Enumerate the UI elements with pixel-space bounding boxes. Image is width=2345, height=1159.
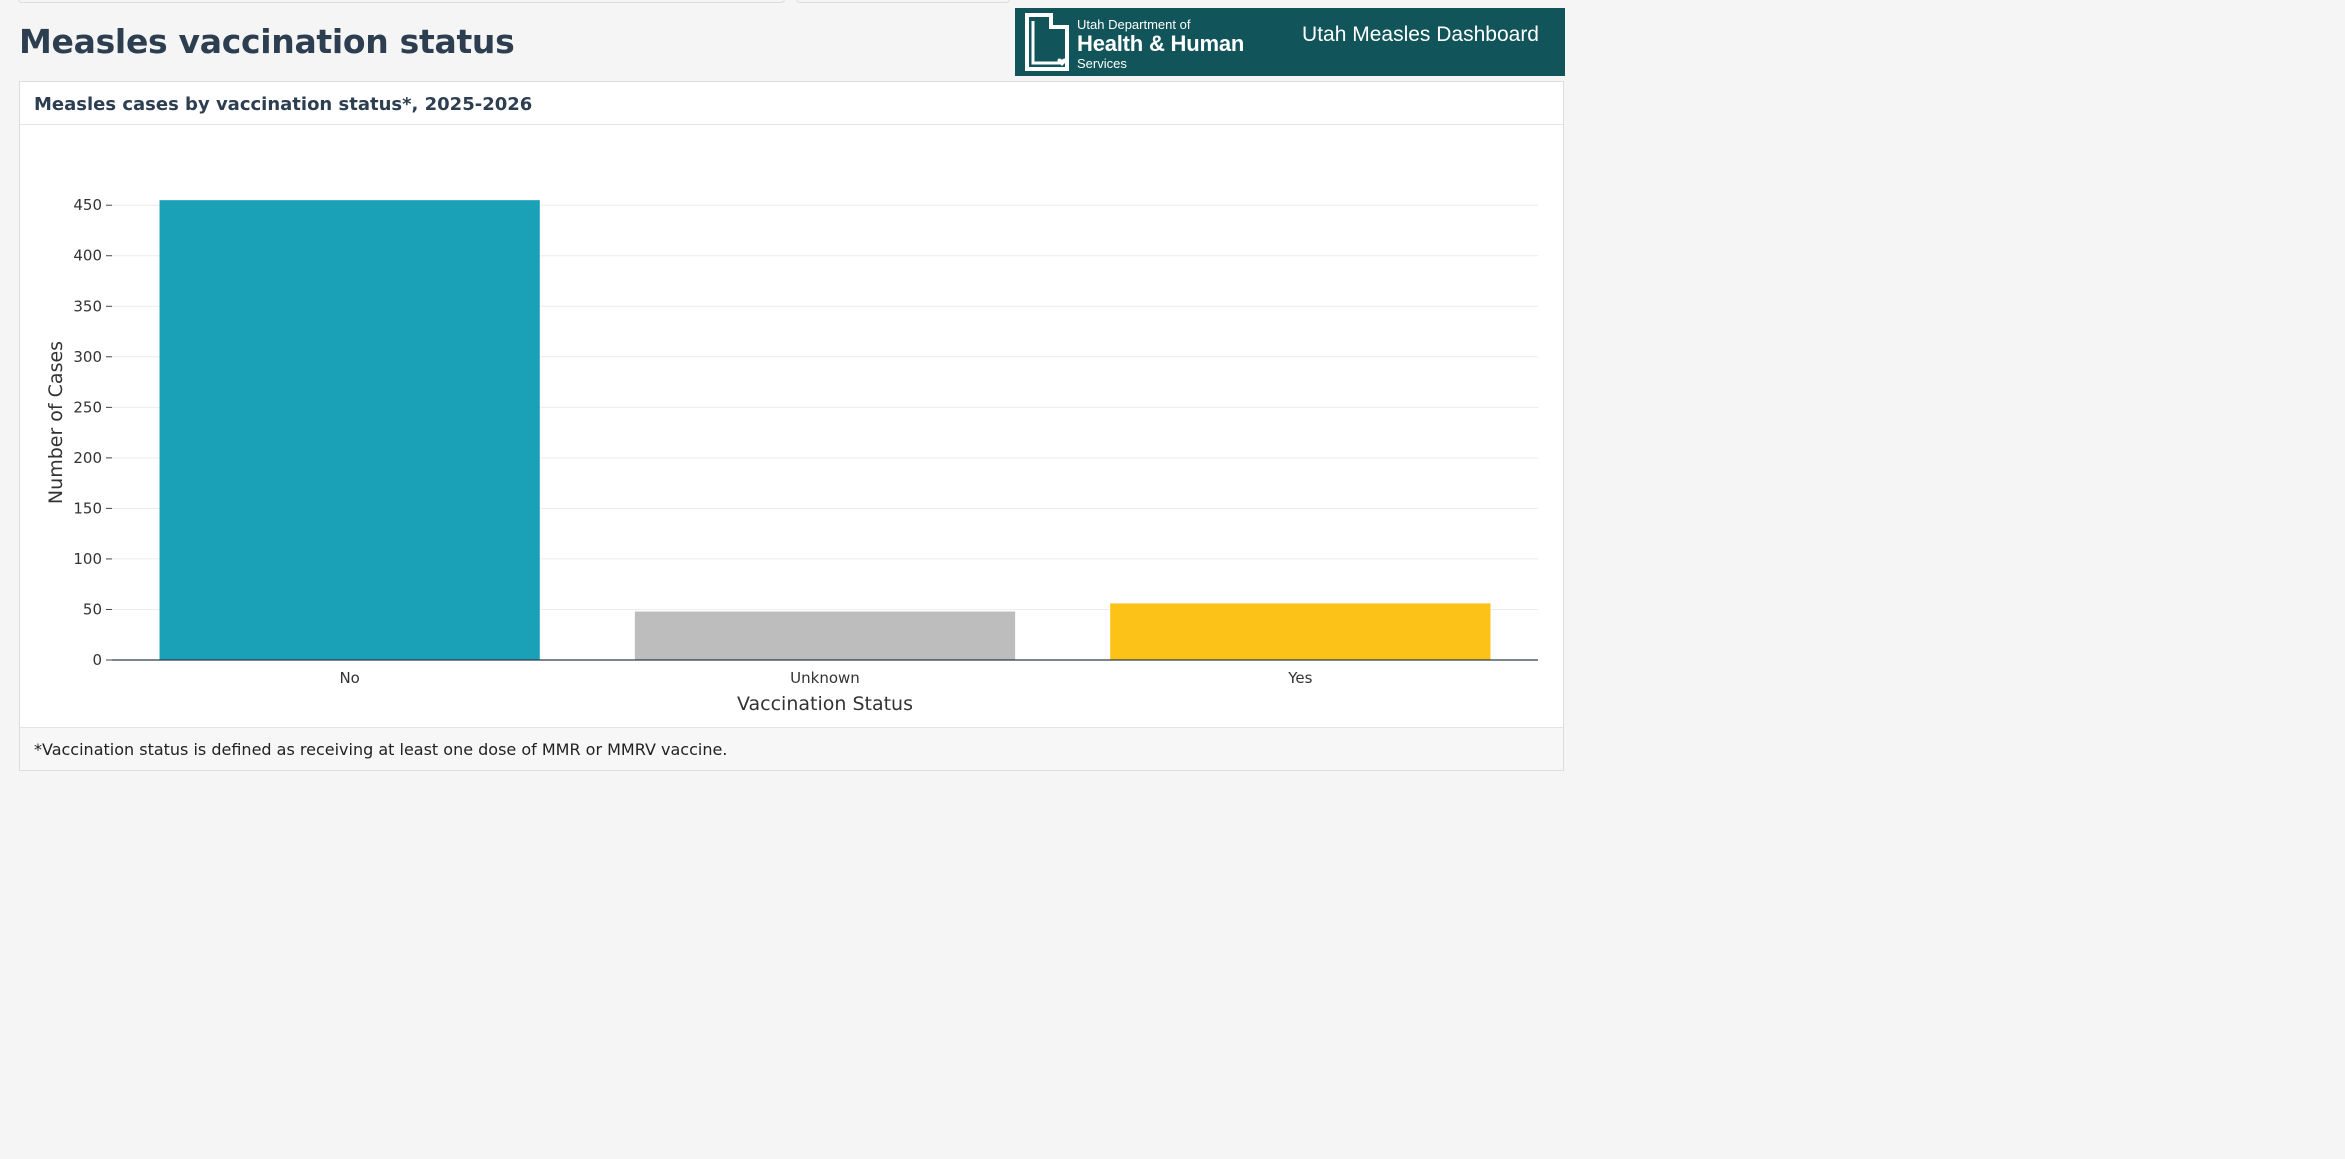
brand-header: Utah Department of Health & Human Servic…: [1015, 8, 1565, 76]
org-name-line3: Services: [1077, 56, 1127, 71]
dashboard-title: Utah Measles Dashboard: [1302, 23, 1539, 46]
utah-state-logo-icon: [1025, 13, 1069, 71]
x-axis-ticks: No Unknown Yes: [339, 669, 1312, 687]
y-tick-label: 250: [73, 398, 102, 416]
org-name-line2: Health & Human: [1077, 31, 1245, 56]
bar-unknown[interactable]: [634, 611, 1016, 660]
x-tick-label: No: [339, 669, 359, 687]
card-header: Measles cases by vaccination status*, 20…: [20, 82, 1563, 125]
chart-card: Measles cases by vaccination status*, 20…: [19, 81, 1564, 771]
y-tick-label: 350: [73, 297, 102, 315]
page-title: Measles vaccination status: [19, 22, 515, 61]
footnote: *Vaccination status is defined as receiv…: [34, 740, 728, 759]
top-panel-edge-right: [796, 0, 1010, 3]
chart-bars: [159, 200, 1491, 660]
x-axis-label: Vaccination Status: [737, 693, 913, 715]
org-name-line1: Utah Department of: [1077, 17, 1191, 32]
card-footer: *Vaccination status is defined as receiv…: [20, 727, 1563, 770]
org-logo-text: Utah Department of Health & Human Servic…: [1077, 18, 1244, 70]
y-tick-label: 200: [73, 449, 102, 467]
chart-title: Measles cases by vaccination status*, 20…: [34, 94, 533, 115]
x-tick-label: Yes: [1287, 669, 1312, 687]
bar-yes[interactable]: [1110, 603, 1491, 660]
y-tick-label: 450: [73, 196, 102, 214]
bar-no[interactable]: [159, 200, 540, 660]
y-axis-ticks: 0 50 100 150 200 250 300 350 400 450: [73, 196, 112, 669]
y-tick-label: 400: [73, 247, 102, 265]
y-tick-label: 50: [83, 600, 102, 618]
top-panel-edge-left: [18, 0, 785, 3]
y-axis-label: Number of Cases: [45, 341, 67, 504]
y-tick-label: 0: [92, 651, 102, 669]
x-tick-label: Unknown: [790, 669, 860, 687]
y-tick-label: 300: [73, 348, 102, 366]
y-tick-label: 100: [73, 550, 102, 568]
y-tick-label: 150: [73, 499, 102, 517]
bar-chart[interactable]: 0 50 100 150 200 250 300 350 400 450 No Unknown Yes…: [20, 125, 1563, 725]
